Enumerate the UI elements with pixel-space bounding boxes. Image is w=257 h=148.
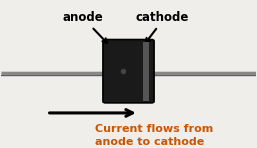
Bar bbox=[143, 42, 149, 101]
Text: Current flows from: Current flows from bbox=[95, 124, 214, 134]
Text: anode to cathode: anode to cathode bbox=[95, 137, 205, 147]
Text: cathode: cathode bbox=[135, 11, 188, 24]
FancyBboxPatch shape bbox=[103, 40, 154, 103]
Text: anode: anode bbox=[62, 11, 103, 24]
